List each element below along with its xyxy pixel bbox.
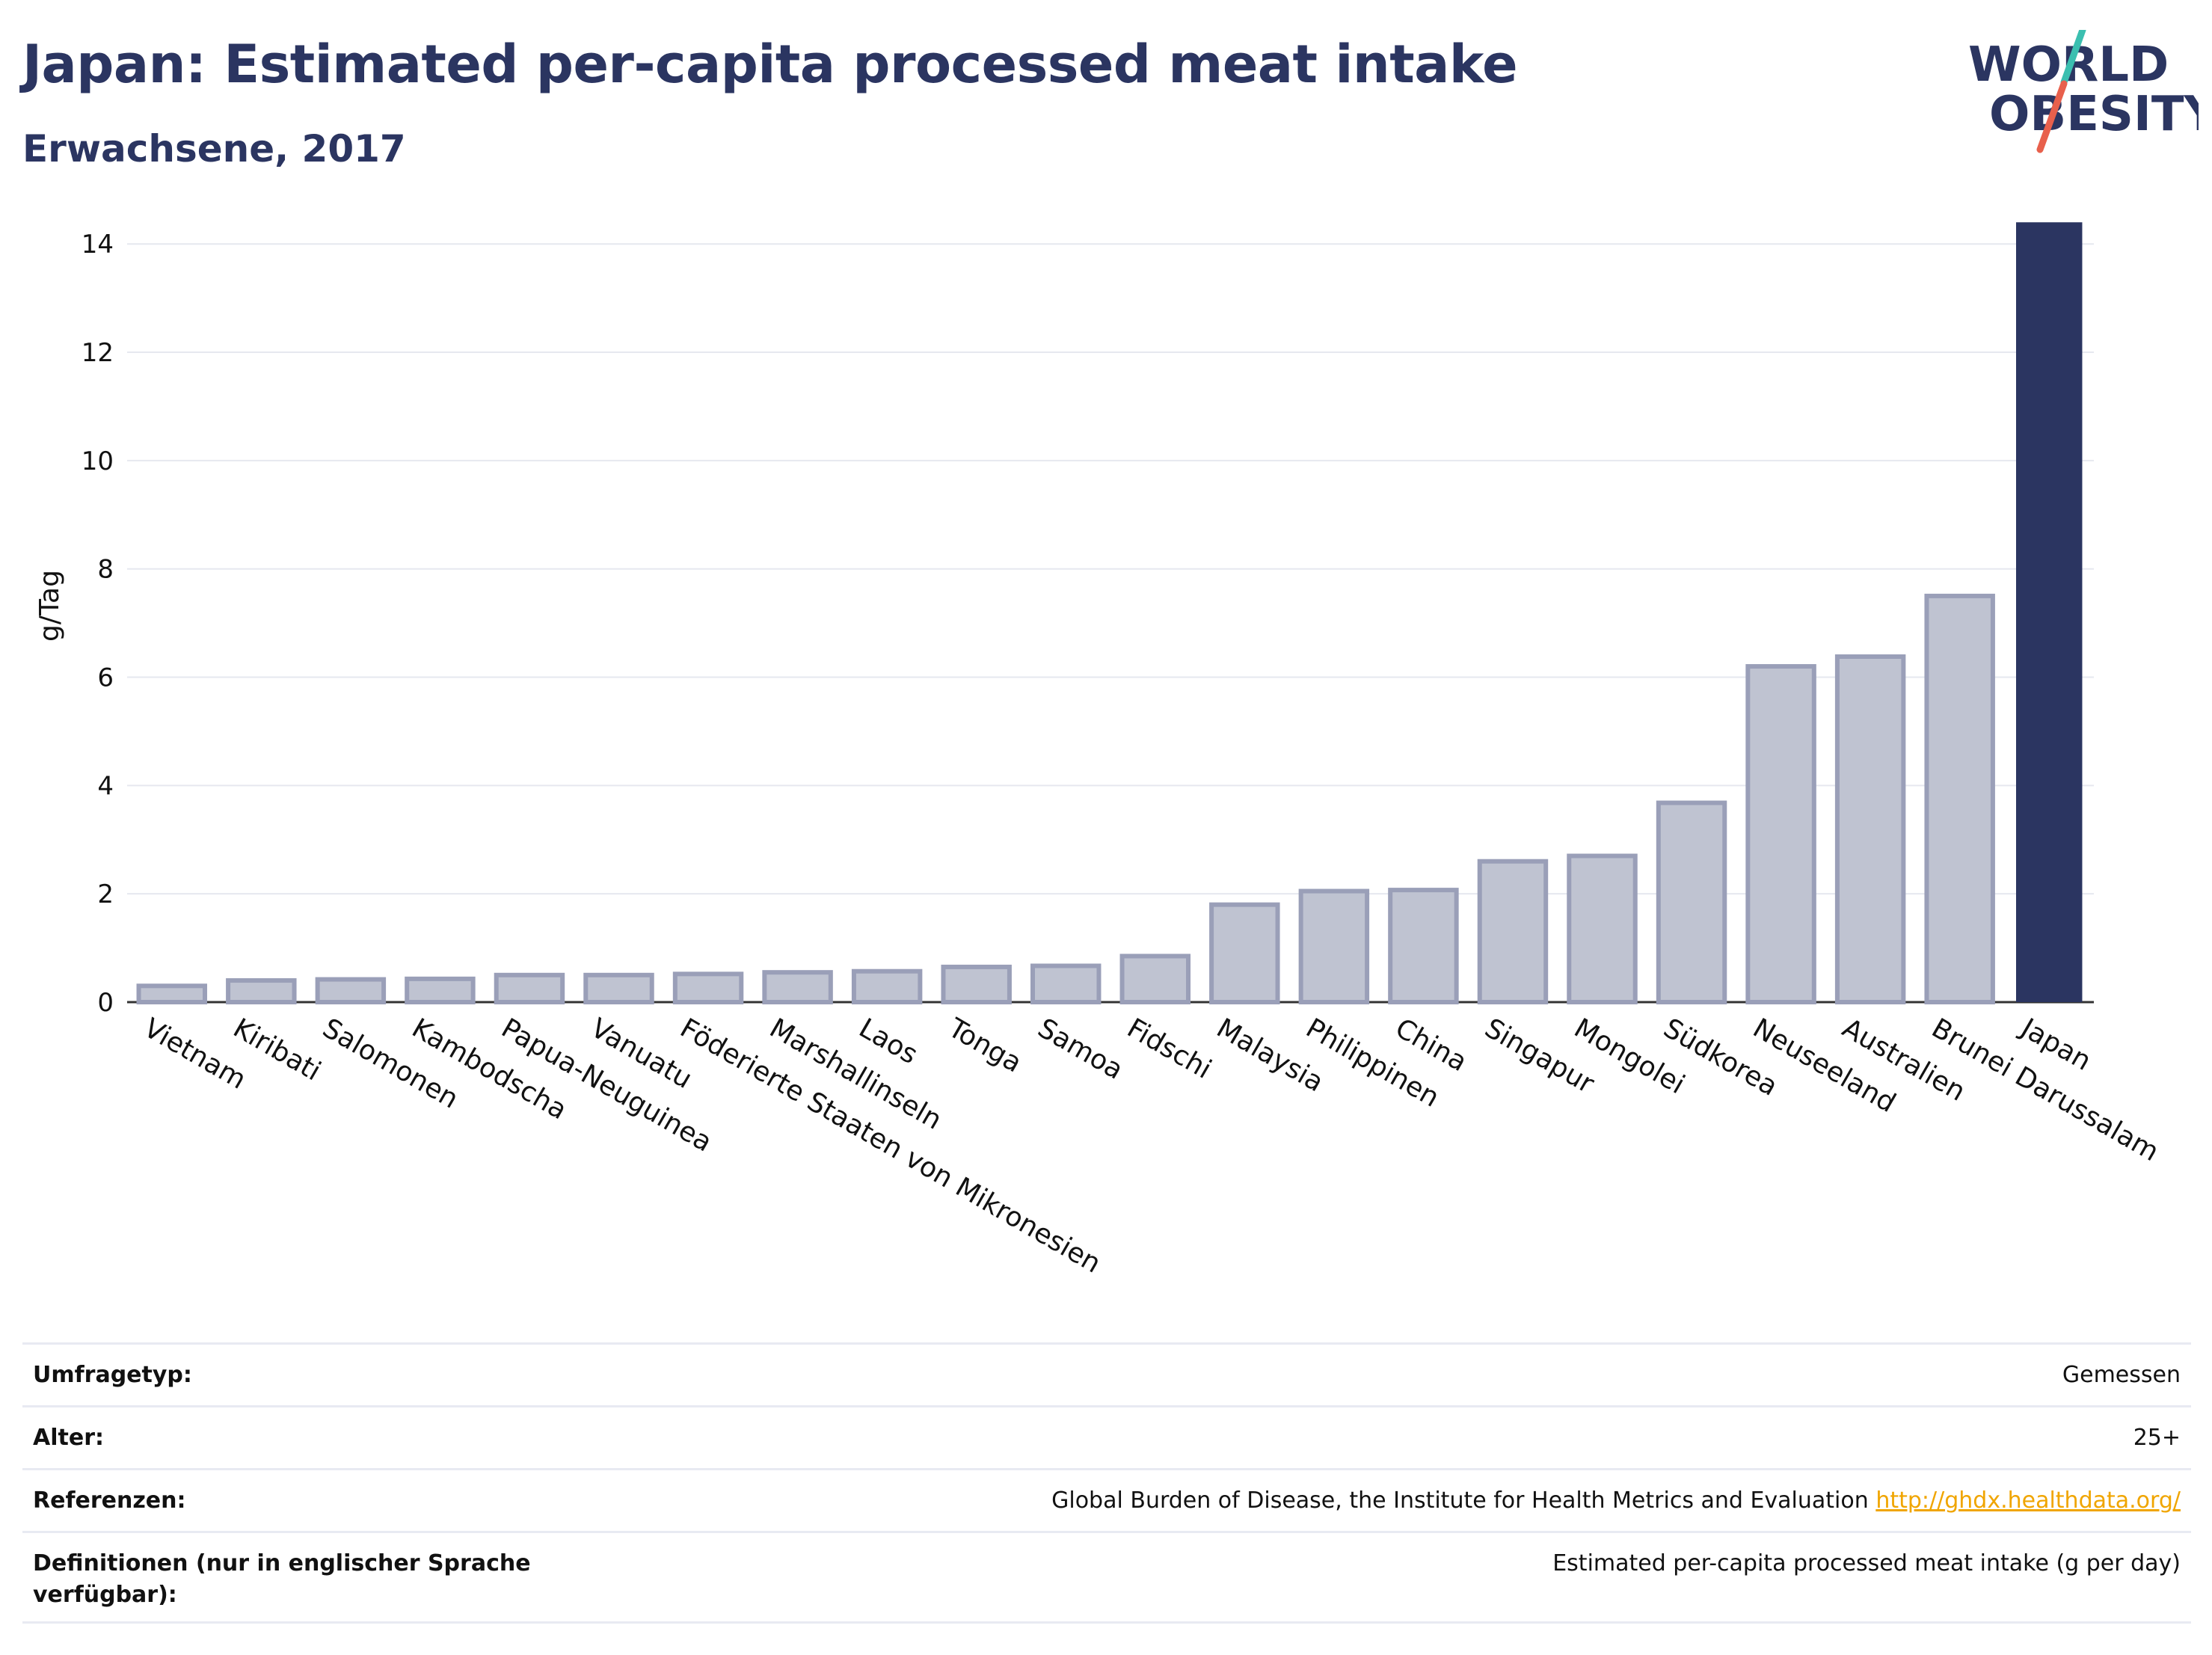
- bar-tonga: [941, 964, 1012, 1004]
- meta-row-definitions: Definitionen (nur in englischer Sprache …: [22, 1531, 2191, 1624]
- logo-slash-coral: [2036, 80, 2068, 153]
- x-tick-label: Tonga: [942, 1013, 1027, 1079]
- bar-marshallinseln: [762, 970, 833, 1004]
- bar-china: [1388, 888, 1459, 1004]
- y-tick-label: 4: [97, 771, 114, 801]
- x-axis-ticks: VietnamKiribatiSalomonenKambodschaPapua-…: [138, 1012, 2163, 1279]
- bar-brunei-darussalam: [1924, 593, 1995, 1004]
- meta-label: Definitionen (nur in englischer Sprache …: [33, 1550, 531, 1608]
- chart-subtitle: Erwachsene, 2017: [22, 127, 406, 171]
- meta-row-references: Referenzen: Global Burden of Disease, th…: [22, 1468, 2191, 1531]
- y-tick-label: 6: [97, 663, 114, 693]
- y-tick-label: 2: [97, 879, 114, 909]
- logo-line2: OBESITY: [1989, 87, 2199, 142]
- meta-label: Alter:: [33, 1425, 104, 1451]
- bar-kiribati: [226, 978, 297, 1004]
- bar-papua-neuguinea: [494, 972, 565, 1004]
- y-tick-label: 12: [82, 338, 114, 368]
- y-tick-label: 14: [82, 230, 114, 260]
- bar-kambodscha: [405, 976, 476, 1004]
- bar-vanuatu: [583, 972, 654, 1004]
- reference-text: Global Burden of Disease, the Institute …: [1051, 1487, 1869, 1514]
- bar-föderierte-staaten-von-mikronesien: [672, 971, 744, 1005]
- metadata-table: Umfragetyp: Gemessen Alter: 25+ Referenz…: [22, 1342, 2191, 1624]
- bar-mongolei: [1567, 853, 1638, 1005]
- meta-row-age: Alter: 25+: [22, 1405, 2191, 1468]
- logo-slash-teal: [2060, 30, 2086, 86]
- x-tick-label: Samoa: [1033, 1013, 1128, 1086]
- bar-malaysia: [1209, 902, 1280, 1004]
- bar-laos: [851, 968, 923, 1004]
- bar-vietnam: [136, 983, 208, 1005]
- bar-japan: [2015, 222, 2083, 1002]
- y-tick-label: 10: [82, 446, 114, 476]
- bar-philippinen: [1298, 888, 1370, 1005]
- y-tick-label: 0: [97, 988, 114, 1018]
- bar-samoa: [1030, 963, 1102, 1005]
- meta-value: Global Burden of Disease, the Institute …: [1051, 1485, 2181, 1517]
- bar-singapur: [1477, 859, 1549, 1004]
- reference-link[interactable]: http://ghdx.healthdata.org/: [1875, 1487, 2181, 1514]
- y-axis-ticks: 0 2 4 6 8 10 12 14: [82, 230, 114, 1018]
- meta-label: Umfragetyp:: [33, 1362, 192, 1388]
- bar-neuseeland: [1745, 664, 1816, 1004]
- meta-row-survey-type: Umfragetyp: Gemessen: [22, 1342, 2191, 1405]
- meta-value: 25+: [2133, 1425, 2181, 1451]
- y-tick-label: 8: [97, 555, 114, 585]
- bar-chart: 0 2 4 6 8 10 12 14 VietnamKiribatiSalomonenKamb…: [34, 222, 2164, 1280]
- bar-fidschi: [1119, 954, 1191, 1004]
- meta-label: Referenzen:: [33, 1487, 186, 1514]
- chart-title: Japan: Estimated per-capita processed me…: [22, 34, 1518, 95]
- world-obesity-logo: WORLD OBESITY: [1968, 30, 2199, 153]
- meta-value: Estimated per-capita processed meat inta…: [1552, 1550, 2181, 1576]
- bars: [136, 222, 2083, 1005]
- meta-value: Gemessen: [2062, 1362, 2181, 1388]
- y-axis-label: g/Tag: [34, 570, 65, 642]
- bar-australien: [1834, 654, 1906, 1004]
- bar-salomonen: [315, 977, 387, 1004]
- x-tick-label: Fidschi: [1122, 1013, 1216, 1085]
- x-tick-label: Vietnam: [138, 1013, 251, 1096]
- bar-südkorea: [1656, 800, 1727, 1004]
